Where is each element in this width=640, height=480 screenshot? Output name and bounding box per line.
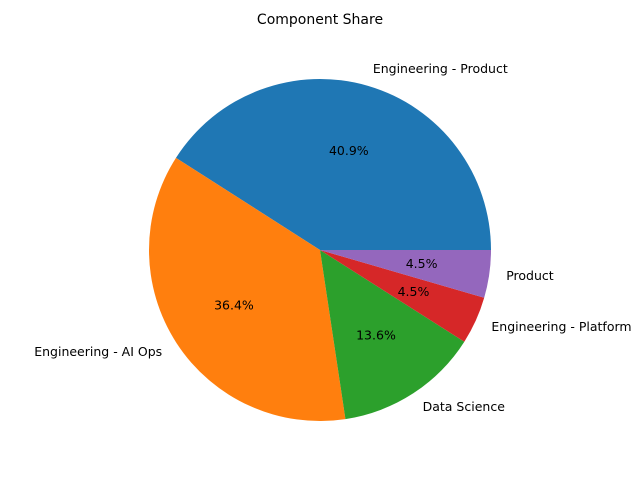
slice-percent-engineering-platform: 4.5%: [398, 284, 430, 299]
slice-label-engineering-ai-ops: Engineering - AI Ops: [34, 344, 162, 359]
pie-slice-engineering-product: [175, 79, 491, 250]
pie-slices: [148, 79, 491, 421]
pie-slice-data-science: [320, 250, 465, 420]
slice-percent-engineering-ai-ops: 36.4%: [214, 297, 254, 312]
slice-label-engineering-product: Engineering - Product: [373, 61, 508, 76]
pie-slice-engineering-ai-ops: [148, 157, 346, 421]
pie-slice-product: [320, 250, 491, 298]
pie-slice-engineering-platform: [320, 250, 485, 342]
slice-label-product: Product: [506, 268, 554, 283]
slice-percent-data-science: 13.6%: [356, 327, 396, 342]
pie-labels: Engineering - Product 40.9% Engineering - …: [34, 61, 631, 414]
chart-title: Component Share: [257, 12, 383, 28]
slice-percent-engineering-product: 40.9%: [329, 143, 369, 158]
slice-label-data-science: Data Science: [423, 399, 506, 414]
slice-percent-product: 4.5%: [406, 256, 438, 271]
slice-label-engineering-platform: Engineering - Platform: [491, 319, 631, 334]
